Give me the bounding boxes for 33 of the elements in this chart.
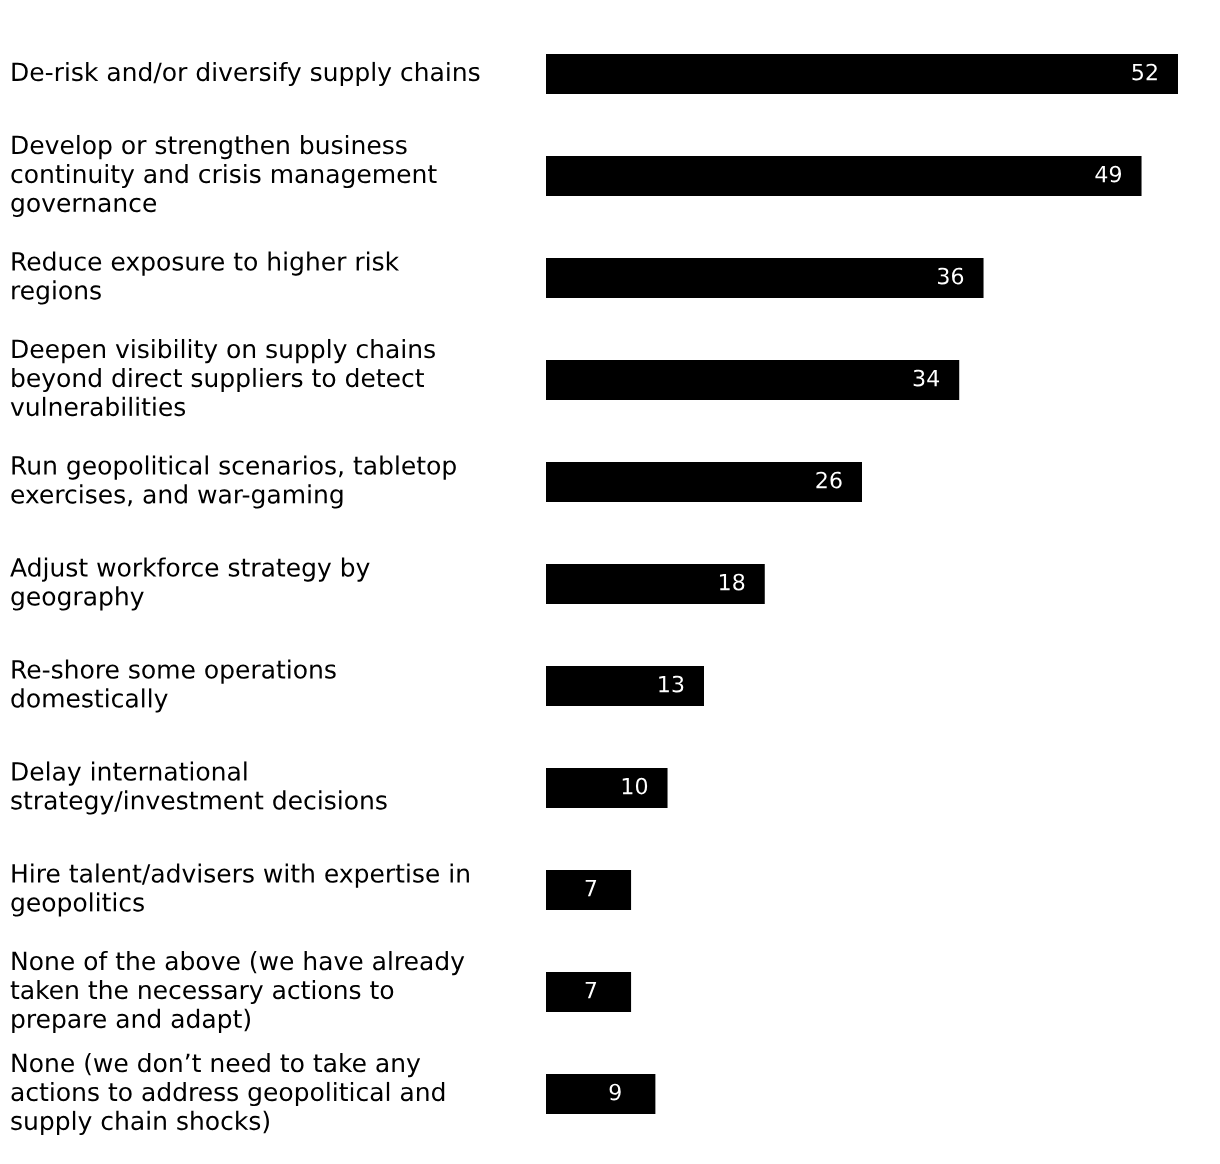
data-label: 52 bbox=[1132, 63, 1157, 81]
data-label: 34 bbox=[913, 369, 940, 387]
y-tick-label: Delay international strategy/investment decisions bbox=[11, 761, 387, 815]
y-tick-label: Reduce exposure to higher risk regions bbox=[12, 251, 400, 305]
bar bbox=[546, 258, 984, 298]
bar bbox=[546, 54, 1178, 94]
bar bbox=[546, 870, 632, 910]
bar bbox=[546, 972, 632, 1012]
y-tick-label: Develop or strengthen business continuity and crisis management governance bbox=[11, 134, 437, 218]
bar bbox=[546, 1074, 656, 1114]
bar bbox=[546, 360, 960, 400]
y-tick-label: De-risk and/or diversify supply chains bbox=[12, 61, 480, 87]
y-tick-label: None (we don’t need to take any actions to address geopolitical and supply chain shocks) bbox=[11, 1052, 445, 1136]
y-tick-label: Hire talent/advisers with expertise in geopolitics bbox=[11, 863, 469, 917]
y-tick-label: Run geopolitical scenarios, tabletop exercises, and war-gaming bbox=[11, 455, 456, 509]
data-label: 7 bbox=[585, 879, 597, 897]
data-label: 18 bbox=[719, 573, 745, 591]
data-label: 7 bbox=[585, 981, 597, 999]
data-label: 49 bbox=[1095, 165, 1122, 183]
bar bbox=[546, 156, 1142, 196]
bar bbox=[546, 666, 704, 706]
y-tick-label: Deepen visibility on supply chains beyond direct suppliers to detect vulnerabilities bbox=[10, 338, 435, 417]
bar bbox=[546, 564, 765, 604]
data-label: 13 bbox=[659, 675, 684, 693]
y-tick-label: Adjust workforce strategy by geography bbox=[10, 557, 370, 611]
y-tick-label: Re-shore some operations domestically bbox=[11, 659, 336, 713]
data-label: 9 bbox=[609, 1083, 621, 1101]
data-label: 36 bbox=[938, 267, 964, 285]
bar bbox=[546, 462, 862, 502]
data-label: 10 bbox=[622, 777, 648, 795]
data-label: 26 bbox=[816, 471, 842, 489]
y-tick-label: None of the above (we have already taken the necessary actions to prepare and adapt) bbox=[10, 950, 465, 1034]
bar bbox=[546, 768, 668, 808]
